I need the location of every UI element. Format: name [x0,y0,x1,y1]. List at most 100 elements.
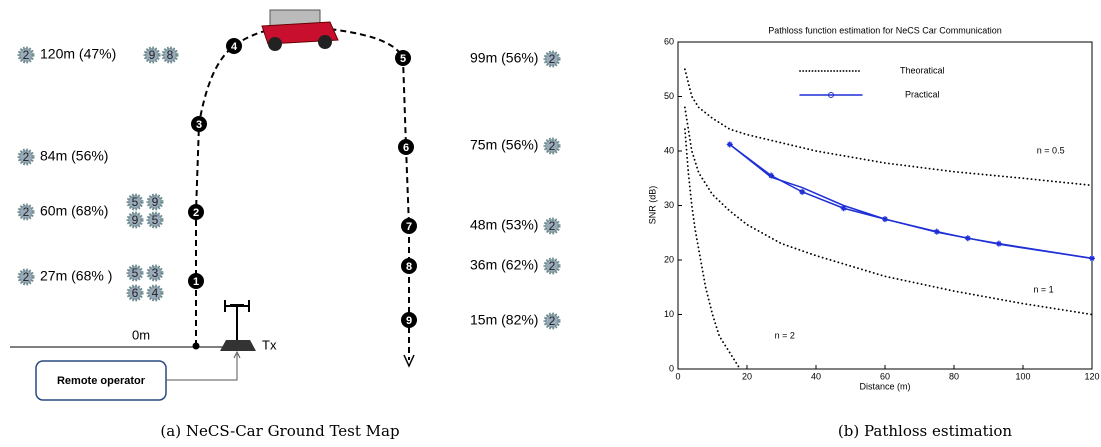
badge-label: 2 [549,259,556,273]
badge-label: 9 [149,48,156,62]
point [768,172,775,179]
distance-label: 27m (68% ) [40,268,112,284]
badge [146,264,164,282]
distance-label: 48m (53%) [470,217,538,233]
waypoint [188,273,204,289]
badge [17,148,35,166]
distance-label: 75m (56%) [470,137,538,153]
badge-label: 3 [152,266,159,280]
waypoint-label: 9 [406,315,412,327]
waypoint [398,139,414,155]
waypoint-label: 1 [193,276,199,288]
tx-label: Tx [262,337,277,352]
curve-annotation: n = 2 [775,331,795,341]
operator-link-arrow [233,350,241,359]
curve-annotation: n = 0.5 [1037,145,1065,155]
chart-title: Pathloss function estimation for NeCS Ca… [768,25,1002,35]
tx-base [220,340,256,351]
badge [17,46,35,64]
legend-label: Practical [905,89,940,99]
curve-annotation: n = 1 [1033,284,1053,294]
antenna [224,300,250,340]
badge-label: 2 [23,150,30,164]
waypoint-label: 2 [193,207,199,219]
route [195,25,410,360]
badge [543,312,561,330]
badge [543,50,561,68]
badge-label: 6 [132,286,139,300]
badge [126,284,144,302]
y-tick-label: 40 [664,145,674,155]
x-axis-label: Distance (m) [859,381,910,391]
x-tick-label: 80 [949,371,959,381]
badge-label: 9 [132,213,139,227]
point [799,188,806,195]
waypoint-label: 3 [196,119,202,131]
distance-label: 84m (56%) [40,148,108,164]
badge [146,211,164,229]
distance-label: 120m (47%) [40,46,116,62]
waypoint [401,312,417,328]
waypoint-label: 5 [400,53,406,65]
y-tick-label: 20 [664,254,674,264]
x-tick-label: 0 [675,371,680,381]
operator-label: Remote operator [57,375,146,387]
badge-label: 2 [23,48,30,62]
x-tick-label: 20 [742,371,752,381]
badge [543,217,561,235]
x-tick-label: 40 [811,371,821,381]
map-caption: (a) NeCS-Car Ground Test Map [160,422,399,440]
badge-label: 9 [152,195,159,209]
badge-label: 2 [23,270,30,284]
badge-label: 4 [152,286,159,300]
badge-label: 2 [549,219,556,233]
distance-label: 36m (62%) [470,257,538,273]
operator-link [166,354,238,381]
y-tick-label: 30 [664,200,674,210]
y-axis-label: SNR (dB) [647,186,657,225]
distance-label: 60m (68%) [40,203,108,219]
waypoint-label: 6 [403,142,409,154]
waypoint-label: 8 [406,261,412,273]
badge-label: 2 [549,139,556,153]
distance-label: 99m (56%) [470,50,538,66]
y-tick-label: 0 [669,363,674,373]
x-tick-label: 120 [1084,371,1099,381]
legend-marker [828,92,834,98]
waypoint [188,204,204,220]
badge-label: 8 [167,48,174,62]
route-arrow [403,354,415,368]
zero-label: 0m [132,327,150,342]
chart-caption: (b) Pathloss estimation [838,422,1013,440]
waypoint [226,38,242,54]
plot-frame [677,41,1093,370]
waypoint-label: 7 [406,221,412,233]
badge-label: 2 [549,314,556,328]
y-tick-label: 60 [664,36,674,46]
badge-label: 5 [132,266,139,280]
waypoint [401,258,417,274]
legend-label: Theoratical [900,65,945,75]
series-line [684,68,1093,187]
badge-label: 5 [132,195,139,209]
badge [17,268,35,286]
badge-label: 2 [23,205,30,219]
point [840,205,847,212]
badge [126,264,144,282]
badge [161,46,179,64]
badge [17,203,35,221]
badge [126,193,144,211]
distance-label: 15m (82%) [470,312,538,328]
badge [143,46,161,64]
badge [146,193,164,211]
x-tick-label: 60 [880,371,890,381]
badge [126,211,144,229]
waypoint [401,218,417,234]
car [261,9,339,51]
waypoint [395,50,411,66]
badge [146,284,164,302]
series-line [729,143,1093,260]
y-tick-label: 10 [664,309,674,319]
y-tick-label: 50 [664,91,674,101]
badge-label: 2 [549,52,556,66]
